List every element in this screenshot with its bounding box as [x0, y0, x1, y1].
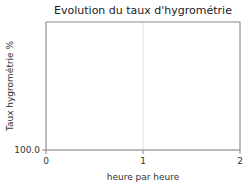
grid-line-x	[143, 22, 144, 150]
x-tick	[143, 150, 144, 154]
title: Evolution du taux d'hygrométrie	[54, 4, 232, 17]
x-tick	[46, 150, 47, 154]
x-tick-label: 1	[140, 156, 146, 166]
y-axis-label: Taux hygrométrie %	[5, 40, 15, 132]
x-tick-label: 2	[237, 156, 243, 166]
plot-area	[46, 22, 240, 150]
x-tick-label: 0	[43, 156, 49, 166]
plot-frame	[46, 22, 240, 150]
chart: 0 1 2 100.0 Evolution du taux d'hygrométrie h…	[0, 0, 250, 188]
x-axis-label: heure par heure	[107, 172, 180, 182]
grid	[46, 22, 240, 150]
chart-container: 0 1 2 100.0 Evolution du taux d'hygrométrie h…	[0, 0, 250, 188]
x-tick	[240, 150, 241, 154]
y-tick	[42, 150, 46, 151]
y-tick-label: 100.0	[14, 145, 40, 155]
